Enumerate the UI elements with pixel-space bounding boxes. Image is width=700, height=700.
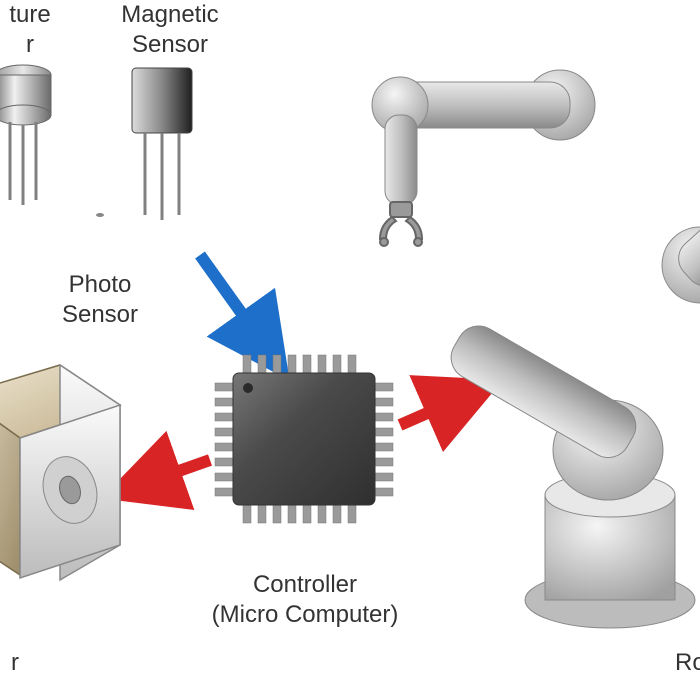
robot-arm-icon (372, 70, 700, 628)
temperature-sensor-icon (0, 65, 51, 205)
motor-icon (0, 365, 120, 615)
controller-chip-icon (215, 355, 393, 523)
arrow-controller-to-robot (400, 390, 480, 425)
arrow-sensors-to-controller (200, 255, 275, 360)
magnetic-sensor-icon (132, 68, 192, 220)
arrow-controller-to-motor (125, 460, 210, 490)
diagram-canvas (0, 0, 700, 700)
photo-sensor-icon (96, 213, 104, 217)
